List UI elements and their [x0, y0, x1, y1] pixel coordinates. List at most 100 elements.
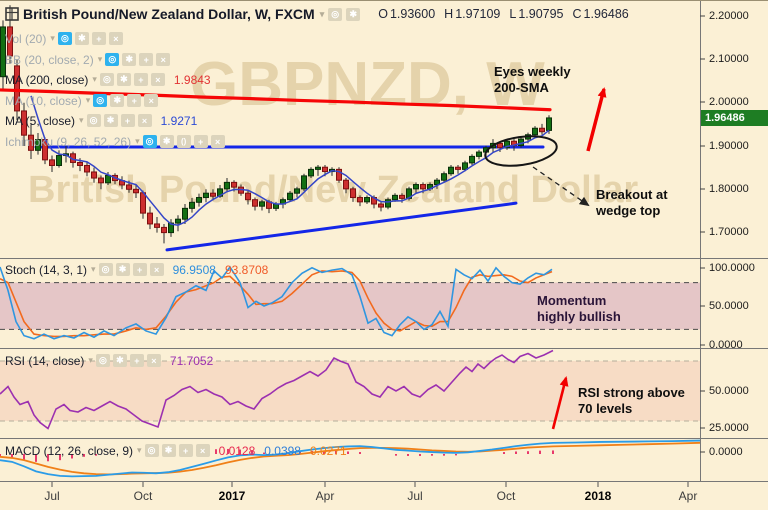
close-icon[interactable]: ×	[146, 354, 161, 367]
eye-icon[interactable]: ◎	[105, 53, 120, 66]
axis-label: 1.70000	[709, 226, 749, 238]
indicator-row-ma5: MA (5, close) ▾ ◎ ✱ + × 1.9271	[5, 113, 197, 128]
axis-label: 50.0000	[709, 300, 749, 312]
plus-icon[interactable]: +	[120, 114, 135, 127]
gear-icon[interactable]: ✱	[116, 73, 131, 86]
indicator-value-macd-0: 0.0128	[218, 443, 256, 458]
indicator-row-ma200: MA (200, close) ▾ ◎ ✱ + × 1.9843	[5, 72, 211, 87]
stoch-k-line	[0, 265, 553, 340]
gear-icon[interactable]: ✱	[161, 444, 176, 457]
chart-grid-icon	[5, 7, 19, 21]
chevron-down-icon[interactable]: ▾	[135, 136, 140, 146]
eyes-weekly-up-arrow[interactable]	[586, 87, 607, 152]
close-icon[interactable]: ×	[108, 32, 123, 45]
indicator-value-macd-1: 0.0398	[264, 443, 301, 458]
gear-icon[interactable]: ✱	[103, 114, 118, 127]
chevron-down-icon[interactable]: ▾	[137, 445, 142, 455]
breakout-dashed-arrow[interactable]	[532, 166, 590, 207]
close-icon[interactable]: ×	[210, 135, 225, 148]
time-label-2017: 2017	[218, 489, 246, 503]
chevron-down-icon[interactable]: ▾	[91, 264, 96, 274]
gear-icon[interactable]: ✱	[112, 354, 127, 367]
time-label-Apr: Apr	[678, 489, 698, 503]
gear-icon[interactable]: ✱	[122, 53, 137, 66]
last-price-label: 1.96486	[701, 110, 768, 126]
axis-label: 2.00000	[709, 96, 749, 108]
eye-icon[interactable]: ◎	[95, 354, 110, 367]
axis-label: 2.20000	[709, 10, 749, 22]
close-icon[interactable]: ×	[195, 444, 210, 457]
indicator-value-ma5-0: 1.9271	[160, 113, 198, 128]
sma200-line	[0, 88, 552, 112]
time-label-2018: 2018	[584, 489, 612, 503]
chevron-down-icon[interactable]: ▾	[97, 54, 103, 64]
chevron-down-icon[interactable]: ▾	[50, 33, 55, 43]
eye-icon[interactable]: ◎	[57, 32, 72, 45]
indicator-value-macd-2: 0.0271	[309, 443, 347, 458]
eye-icon[interactable]: ◎	[328, 7, 343, 21]
plus-icon[interactable]: +	[133, 73, 148, 86]
gear-icon[interactable]: ✱	[346, 7, 361, 21]
plus-icon[interactable]: +	[127, 94, 142, 107]
plus-icon[interactable]: +	[132, 263, 147, 276]
annotation-rsi-strong[interactable]: RSI strong above 70 levels	[578, 385, 685, 416]
chevron-down-icon[interactable]: ▾	[85, 95, 91, 105]
annotation-breakout-wedge-top[interactable]: Breakout at wedge top	[596, 187, 668, 218]
axis-label: 25.0000	[709, 422, 749, 434]
gear-icon[interactable]: ✱	[74, 32, 89, 45]
annotation-momentum-bullish[interactable]: Momentum highly bullish	[537, 293, 621, 324]
indicator-value-stoch-0: 96.9508	[172, 262, 216, 277]
indicator-label-stoch[interactable]: Stoch (14, 3, 1)	[5, 262, 88, 277]
plus-icon[interactable]: +	[193, 135, 208, 148]
axis-label: 100.0000	[709, 262, 755, 274]
plus-icon[interactable]: +	[129, 354, 144, 367]
close-icon[interactable]: ×	[150, 73, 165, 86]
macd-line	[0, 439, 701, 478]
chevron-down-icon[interactable]: ▾	[92, 74, 97, 84]
indicator-row-ma10: MA (10, close) ▾ ◎ ✱ + ×	[5, 93, 159, 108]
axis-label: 0.0000	[709, 446, 743, 458]
eye-icon[interactable]: ◎	[98, 263, 113, 276]
indicator-label-vol[interactable]: Vol (20)	[5, 31, 47, 46]
indicator-label-ma5[interactable]: MA (5, close)	[5, 113, 76, 128]
chevron-down-icon[interactable]: ▾	[319, 8, 325, 19]
close-icon[interactable]: ×	[149, 263, 164, 276]
indicator-row-bb: BB (20, close, 2) ▾ ◎ ✱ + ×	[5, 52, 171, 67]
plus-icon[interactable]: +	[178, 444, 193, 457]
plus-icon[interactable]: +	[91, 32, 106, 45]
eye-icon[interactable]: ◎	[144, 444, 159, 457]
symbol-header: British Pound/New Zealand Dollar, W, FXC…	[5, 6, 629, 22]
indicator-label-macd[interactable]: MACD (12, 26, close, 9)	[5, 443, 134, 458]
wedge-bottom-trendline[interactable]	[165, 201, 518, 252]
ma5-line	[30, 95, 550, 227]
breakout-ellipse[interactable]	[483, 132, 558, 170]
indicator-label-rsi[interactable]: RSI (14, close)	[5, 353, 85, 368]
indicator-label-bb[interactable]: BB (20, close, 2)	[5, 52, 94, 67]
close-icon[interactable]: ×	[144, 94, 159, 107]
gear-icon[interactable]: ✱	[159, 135, 174, 148]
stoch-overbought-oversold-band	[0, 282, 700, 330]
indicator-value-rsi-0: 71.7052	[169, 353, 214, 368]
annotation-eyes-weekly-200sma[interactable]: Eyes weekly 200-SMA	[494, 64, 571, 95]
time-label-Jul: Jul	[44, 489, 60, 503]
eye-icon[interactable]: ◎	[93, 94, 108, 107]
close-icon[interactable]: ×	[156, 53, 171, 66]
indicator-value-stoch-1: 93.8708	[224, 262, 269, 277]
gear-icon[interactable]: ✱	[115, 263, 130, 276]
indicator-label-ma200[interactable]: MA (200, close)	[5, 72, 89, 87]
paren-icon[interactable]: ()	[176, 135, 191, 148]
eye-icon[interactable]: ◎	[142, 135, 157, 148]
close-icon[interactable]: ×	[137, 114, 152, 127]
plus-icon[interactable]: +	[139, 53, 154, 66]
indicator-label-ichimoku[interactable]: Ichimoku (9, 26, 52, 26)	[5, 134, 132, 149]
eye-icon[interactable]: ◎	[86, 114, 101, 127]
axis-label: 1.80000	[709, 183, 749, 195]
indicator-label-ma10[interactable]: MA (10, close)	[5, 93, 82, 108]
symbol-title[interactable]: British Pound/New Zealand Dollar, W, FXC…	[23, 6, 315, 22]
chevron-down-icon[interactable]: ▾	[88, 355, 93, 365]
rsi-up-arrow[interactable]	[551, 376, 569, 430]
chevron-down-icon[interactable]: ▾	[79, 115, 84, 125]
eye-icon[interactable]: ◎	[99, 73, 114, 86]
gear-icon[interactable]: ✱	[110, 94, 125, 107]
